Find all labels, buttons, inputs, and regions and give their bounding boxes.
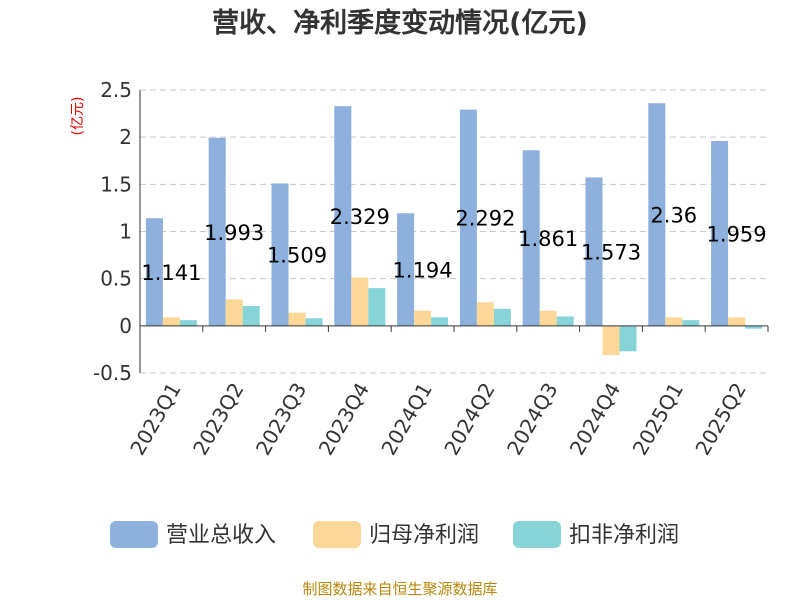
- bar: [334, 106, 352, 326]
- x-tick-label: 2023Q4: [314, 379, 374, 460]
- x-tick-label: 2024Q3: [502, 379, 562, 460]
- bar: [288, 312, 306, 326]
- x-tick-label: 2023Q3: [251, 379, 311, 460]
- bar: [648, 103, 666, 326]
- y-axis-ticks: -0.5 0 0.5 1 1.5 2 2.5: [93, 78, 132, 385]
- grid-lines: [140, 89, 768, 374]
- bar: [208, 137, 226, 326]
- axes: [139, 90, 769, 373]
- bar: [145, 218, 163, 326]
- data-label: 1.573: [581, 241, 641, 265]
- legend-swatch: [313, 521, 361, 548]
- source-note: 制图数据来自恒生聚源数据库: [302, 580, 497, 598]
- legend-swatch: [513, 521, 561, 548]
- legend-label: 归母净利润: [369, 523, 479, 548]
- bar: [179, 320, 197, 326]
- bar: [493, 308, 511, 326]
- bar: [459, 109, 477, 326]
- x-tick-label: 2024Q2: [439, 379, 499, 460]
- y-tick-label: 2: [119, 125, 132, 149]
- bar: [414, 310, 432, 326]
- data-label: 2.329: [330, 205, 390, 229]
- legend-swatch: [110, 521, 158, 548]
- y-tick-label: 1.5: [100, 172, 132, 196]
- bar: [305, 318, 323, 326]
- data-label: 2.292: [455, 207, 515, 231]
- bar: [522, 150, 540, 326]
- data-label: 1.993: [204, 221, 264, 245]
- x-tick-label: 2025Q1: [628, 379, 688, 460]
- y-tick-label: 0.5: [100, 267, 132, 291]
- bar: [162, 317, 180, 326]
- bar: [539, 310, 557, 326]
- y-tick-label: -0.5: [93, 361, 132, 385]
- data-label: 2.36: [650, 204, 697, 228]
- bar: [728, 317, 746, 326]
- data-label: 1.141: [141, 261, 201, 285]
- y-tick-label: 2.5: [100, 78, 132, 102]
- legend-item[interactable]: 扣非净利润: [513, 521, 679, 548]
- bar: [242, 306, 260, 326]
- bar: [602, 325, 620, 356]
- bar: [585, 177, 603, 326]
- data-label: 1.861: [518, 227, 578, 251]
- y-tick-label: 0: [119, 314, 132, 338]
- bars: [145, 103, 763, 356]
- bar: [619, 325, 637, 352]
- bar: [397, 213, 415, 326]
- data-label: 1.509: [267, 244, 327, 268]
- bar: [556, 316, 574, 326]
- bar: [351, 277, 369, 326]
- bar: [711, 141, 729, 326]
- x-tick-label: 2024Q1: [376, 379, 436, 460]
- legend-item[interactable]: 营业总收入: [110, 521, 276, 548]
- bar: [431, 317, 449, 326]
- bar: [225, 299, 243, 326]
- data-label: 1.194: [393, 259, 453, 283]
- x-tick-label: 2023Q1: [125, 379, 185, 460]
- y-axis-unit-label: (亿元): [70, 97, 86, 136]
- data-label: 1.959: [707, 222, 767, 246]
- x-tick-label: 2025Q2: [690, 379, 750, 460]
- legend-item[interactable]: 归母净利润: [313, 521, 479, 548]
- x-tick-label: 2024Q4: [565, 379, 625, 460]
- bar: [476, 302, 494, 326]
- chart-title: 营收、净利季度变动情况(亿元): [212, 7, 588, 39]
- legend-label: 营业总收入: [166, 523, 276, 548]
- bar: [368, 288, 386, 326]
- x-axis-ticks: 2023Q1 2023Q2 2023Q3 2023Q4 2024Q1 2024Q2 2024…: [125, 379, 751, 460]
- x-tick-label: 2023Q2: [188, 379, 248, 460]
- legend-label: 扣非净利润: [569, 523, 679, 548]
- bar: [665, 317, 683, 326]
- bar: [745, 325, 763, 329]
- legend[interactable]: 营业总收入 归母净利润 扣非净利润: [110, 521, 679, 548]
- bar: [271, 183, 289, 326]
- y-tick-label: 1: [119, 220, 132, 244]
- bar: [682, 320, 700, 326]
